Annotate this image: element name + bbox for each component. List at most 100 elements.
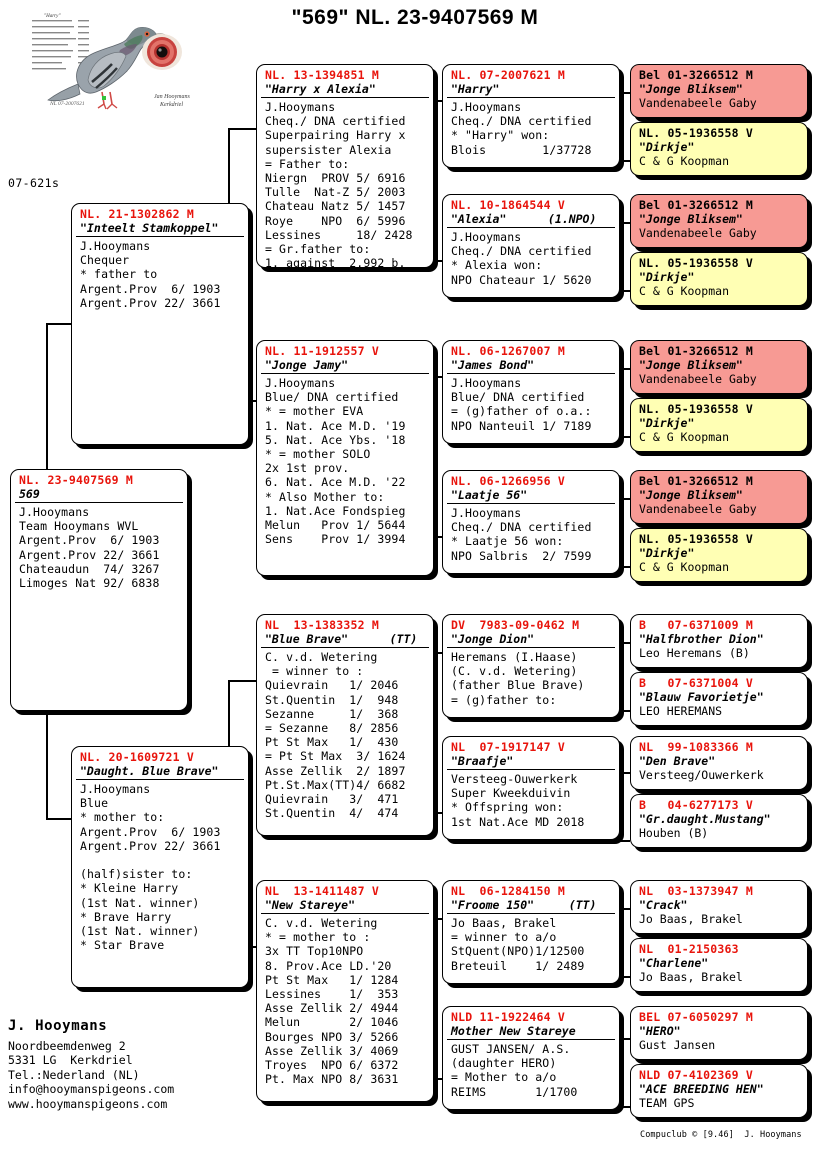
card-gen4-2[interactable]: Bel 01-3266512 M "Jonge Bliksem" Vandena… bbox=[630, 194, 808, 248]
card-gen3-0[interactable]: NL. 07-2007621 M "Harry" J.Hooymans Cheq… bbox=[442, 64, 620, 168]
card-gen4-5[interactable]: NL. 05-1936558 V "Dirkje" C & G Koopman bbox=[630, 398, 808, 452]
connector bbox=[618, 710, 630, 712]
card-body: Heremans (I.Haase) (C. v.d. Wetering) (f… bbox=[451, 650, 585, 707]
card-id: NL. 20-1609721 V bbox=[80, 750, 194, 764]
card-divider bbox=[447, 227, 615, 228]
owner-email[interactable]: info@hooymanspigeons.com bbox=[8, 1082, 175, 1097]
card-gen4-13[interactable]: NL 01-2150363 "Charlene" Jo Baas, Brakel bbox=[630, 938, 808, 992]
connector bbox=[432, 260, 444, 262]
card-gen3-5[interactable]: NL 07-1917147 V "Braafje" Versteeg-Ouwer… bbox=[442, 736, 620, 840]
card-divider bbox=[261, 373, 429, 374]
connector bbox=[618, 290, 630, 292]
svg-text:Jan Hooymans: Jan Hooymans bbox=[154, 94, 190, 100]
card-gen2-3[interactable]: NL 13-1411487 V "New Stareye" C. v.d. We… bbox=[256, 880, 434, 1102]
connector bbox=[618, 436, 630, 438]
connector bbox=[618, 160, 630, 162]
card-gen2-1[interactable]: NL. 11-1912557 V "Jonge Jamy" J.Hooymans… bbox=[256, 340, 434, 576]
card-id: Bel 01-3266512 M bbox=[639, 198, 753, 212]
connector bbox=[618, 1106, 630, 1108]
card-name: 569 bbox=[19, 487, 40, 501]
card-id: DV 7983-09-0462 M bbox=[451, 618, 580, 632]
connector bbox=[46, 323, 74, 325]
card-id: NL 99-1083366 M bbox=[639, 740, 753, 754]
card-gen4-12[interactable]: NL 03-1373947 M "Crack" Jo Baas, Brakel bbox=[630, 880, 808, 934]
card-name: "Braafje" bbox=[451, 754, 514, 768]
card-name: "Harry x Alexia" bbox=[265, 82, 376, 96]
card-id: B 04-6277173 V bbox=[639, 798, 753, 812]
card-id: NL. 23-9407569 M bbox=[19, 473, 133, 487]
card-gen4-3[interactable]: NL. 05-1936558 V "Dirkje" C & G Koopman bbox=[630, 252, 808, 306]
card-gen3-4[interactable]: DV 7983-09-0462 M "Jonge Dion" Heremans … bbox=[442, 614, 620, 718]
card-gen4-8[interactable]: B 07-6371009 M "Halfbrother Dion" Leo He… bbox=[630, 614, 808, 668]
card-gen3-2[interactable]: NL. 06-1267007 M "James Bond" J.Hooymans… bbox=[442, 340, 620, 444]
card-body: C. v.d. Wetering = winner to : Quievrain… bbox=[265, 650, 406, 821]
reference-code: 07-621s bbox=[8, 176, 60, 190]
card-body: J.Hooymans Cheq./ DNA certified * Laatje… bbox=[451, 506, 592, 563]
card-gen4-1[interactable]: NL. 05-1936558 V "Dirkje" C & G Koopman bbox=[630, 122, 808, 176]
card-id: NL. 07-2007621 M bbox=[451, 68, 565, 82]
card-name: "Froome 150" (TT) bbox=[451, 898, 597, 912]
card-gen4-6[interactable]: Bel 01-3266512 M "Jonge Bliksem" Vandena… bbox=[630, 470, 808, 524]
card-name: "Alexia" (1.NPO) bbox=[451, 212, 597, 226]
card-id: NL. 05-1936558 V bbox=[639, 402, 753, 416]
svg-text:NL 07-2007621: NL 07-2007621 bbox=[49, 101, 85, 107]
svg-text:Kerkdriel: Kerkdriel bbox=[159, 102, 183, 108]
owner-address-street: Noordbeemdenweg 2 bbox=[8, 1039, 126, 1053]
card-gen2-2[interactable]: NL 13-1383352 M "Blue Brave" (TT) C. v.d… bbox=[256, 614, 434, 836]
card-gen4-15[interactable]: NLD 07-4102369 V "ACE BREEDING HEN" TEAM… bbox=[630, 1064, 808, 1118]
connector bbox=[46, 818, 74, 820]
card-body: J.Hooymans Blue * mother to: Argent.Prov… bbox=[80, 782, 221, 953]
card-divider bbox=[261, 647, 429, 648]
card-name: "Crack" bbox=[639, 898, 688, 912]
card-gen4-11[interactable]: B 04-6277173 V "Gr.daught.Mustang" Hoube… bbox=[630, 794, 808, 848]
card-gen4-7[interactable]: NL. 05-1936558 V "Dirkje" C & G Koopman bbox=[630, 528, 808, 582]
card-owner: Vandenabeele Gaby bbox=[639, 96, 757, 110]
card-name: "Dirkje" bbox=[639, 140, 695, 154]
card-id: Bel 01-3266512 M bbox=[639, 68, 753, 82]
svg-text:"Harry": "Harry" bbox=[44, 14, 61, 19]
card-name: "Jonge Bliksem" bbox=[639, 488, 743, 502]
card-gen3-6[interactable]: NL 06-1284150 M "Froome 150" (TT) Jo Baa… bbox=[442, 880, 620, 984]
card-gen4-14[interactable]: BEL 07-6050297 M "HERO" Gust Jansen bbox=[630, 1006, 808, 1060]
owner-address-city: 5331 LG Kerkdriel bbox=[8, 1053, 133, 1068]
card-body: J.Hooymans Blue/ DNA certified * = mothe… bbox=[265, 376, 406, 547]
card-gen3-7[interactable]: NLD 11-1922464 V Mother New Stareye GUST… bbox=[442, 1006, 620, 1110]
card-id: NL. 11-1912557 V bbox=[265, 344, 379, 358]
card-body: J.Hooymans Cheq./ DNA certified * "Harry… bbox=[451, 100, 592, 157]
card-id: Bel 01-3266512 M bbox=[639, 474, 753, 488]
connector bbox=[432, 1078, 444, 1080]
connector bbox=[618, 566, 630, 568]
card-owner: C & G Koopman bbox=[639, 430, 730, 444]
card-id: NL 13-1411487 V bbox=[265, 884, 379, 898]
card-father[interactable]: NL. 21-1302862 M "Inteelt Stamkoppel" J.… bbox=[71, 203, 249, 445]
card-gen4-4[interactable]: Bel 01-3266512 M "Jonge Bliksem" Vandena… bbox=[630, 340, 808, 394]
card-owner: Vandenabeele Gaby bbox=[639, 502, 757, 516]
card-name: "Daught. Blue Brave" bbox=[80, 764, 219, 778]
card-gen3-3[interactable]: NL. 06-1266956 V "Laatje 56" J.Hooymans … bbox=[442, 470, 620, 574]
card-id: NL. 05-1936558 V bbox=[639, 532, 753, 546]
card-id: NL. 06-1266956 V bbox=[451, 474, 565, 488]
card-id: NLD 11-1922464 V bbox=[451, 1010, 565, 1024]
card-body: C. v.d. Wetering * = mother to : 3x TT T… bbox=[265, 916, 399, 1087]
card-owner: Houben (B) bbox=[639, 826, 709, 840]
card-id: NL. 13-1394851 M bbox=[265, 68, 379, 82]
card-id: NL. 05-1936558 V bbox=[639, 126, 753, 140]
card-name: "Dirkje" bbox=[639, 416, 695, 430]
connector bbox=[618, 772, 630, 774]
owner-website[interactable]: www.hooymanspigeons.com bbox=[8, 1096, 168, 1111]
card-gen4-9[interactable]: B 07-6371004 V "Blauw Favorietje" LEO HE… bbox=[630, 672, 808, 726]
card-gen4-10[interactable]: NL 99-1083366 M "Den Brave" Versteeg/Ouw… bbox=[630, 736, 808, 790]
card-owner: Gust Jansen bbox=[639, 1038, 716, 1052]
card-owner: C & G Koopman bbox=[639, 560, 730, 574]
card-gen4-0[interactable]: Bel 01-3266512 M "Jonge Bliksem" Vandena… bbox=[630, 64, 808, 118]
card-gen2-0[interactable]: NL. 13-1394851 M "Harry x Alexia" J.Hooy… bbox=[256, 64, 434, 268]
card-gen3-1[interactable]: NL. 10-1864544 V "Alexia" (1.NPO) J.Hooy… bbox=[442, 194, 620, 298]
card-mother[interactable]: NL. 20-1609721 V "Daught. Blue Brave" J.… bbox=[71, 746, 249, 988]
card-divider bbox=[447, 503, 615, 504]
card-name: "ACE BREEDING HEN" bbox=[639, 1082, 764, 1096]
card-subject[interactable]: NL. 23-9407569 M 569 J.Hooymans Team Hoo… bbox=[10, 469, 188, 711]
card-id: BEL 07-6050297 M bbox=[639, 1010, 753, 1024]
card-name: "Halfbrother Dion" bbox=[639, 632, 764, 646]
card-owner: C & G Koopman bbox=[639, 154, 730, 168]
card-id: Bel 01-3266512 M bbox=[639, 344, 753, 358]
